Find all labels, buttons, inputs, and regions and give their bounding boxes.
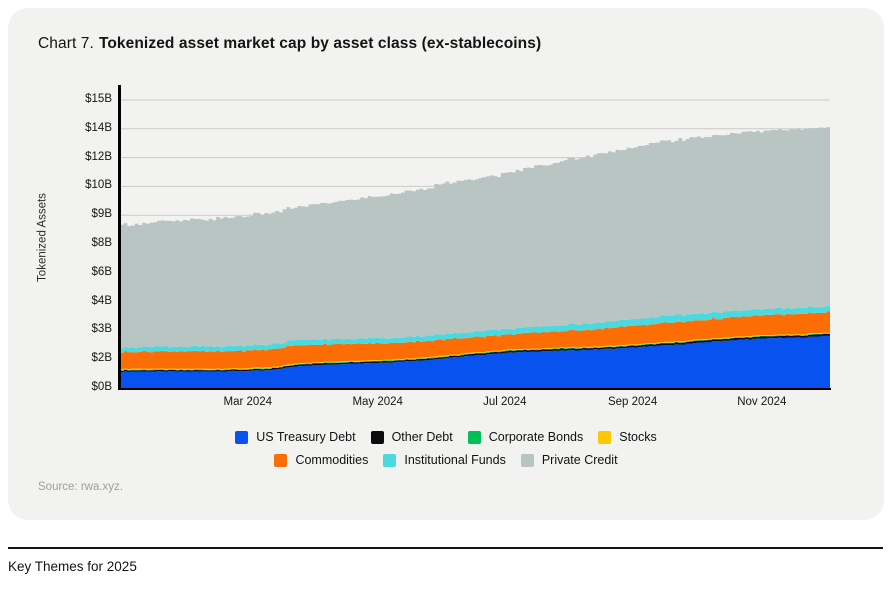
y-tick-label: $9B [91, 208, 112, 221]
legend-row: US Treasury Debt Other Debt Corporate Bond… [235, 430, 657, 444]
legend-label: Corporate Bonds [488, 430, 584, 444]
y-tick-label: $14B [85, 121, 112, 134]
y-tick-label: $10B [85, 179, 112, 192]
chart-number: Chart 7. [38, 35, 94, 52]
legend-swatch-icon [598, 430, 612, 444]
legend-label: Private Credit [541, 453, 618, 467]
plot-area [120, 99, 830, 388]
y-tick-label: $0B [91, 381, 112, 393]
legend-item-private-credit: Private Credit [520, 453, 618, 467]
legend-row: Commodities Institutional Funds Private Cr… [274, 453, 618, 467]
footer-section-title: Key Themes for 2025 [8, 559, 137, 574]
legend-item-other-debt: Other Debt [370, 430, 453, 444]
area-band-commodities [120, 311, 830, 370]
legend-swatch-icon [520, 453, 534, 467]
legend-label: Other Debt [391, 430, 453, 444]
y-tick-label: $6B [91, 265, 112, 278]
legend-swatch-icon [235, 430, 249, 444]
x-tick-label: May 2024 [352, 396, 403, 408]
x-axis-line [118, 387, 831, 390]
legend-swatch-icon [383, 453, 397, 467]
area-band-other-debt [120, 333, 830, 373]
legend-swatch-icon [467, 430, 481, 444]
legend-label: Institutional Funds [404, 453, 506, 467]
chart-legend: US Treasury Debt Other Debt Corporate Bond… [8, 430, 884, 467]
legend-item-stocks: Stocks [598, 430, 657, 444]
y-tick-label: $4B [91, 294, 112, 307]
chart-title-text: Tokenized asset market cap by asset clas… [98, 35, 542, 52]
legend-swatch-icon [274, 453, 288, 467]
legend-item-institutional-funds: Institutional Funds [383, 453, 506, 467]
chart-card: Chart 7. Tokenized asset market cap by as… [8, 8, 884, 520]
x-tick-label: Mar 2024 [223, 396, 273, 408]
chart-title: Chart 7. Tokenized asset market cap by as… [38, 35, 541, 53]
x-tick-label: Jul 2024 [483, 396, 527, 408]
legend-item-us-treasury-debt: US Treasury Debt [235, 430, 356, 444]
x-tick-label: Sep 2024 [607, 396, 658, 408]
area-band-private-credit [120, 127, 830, 349]
y-tick-label: $8B [91, 237, 112, 249]
legend-item-commodities: Commodities [274, 453, 368, 467]
legend-swatch-icon [370, 430, 384, 444]
y-tick-label: $12B [85, 150, 112, 163]
legend-label: US Treasury Debt [256, 430, 356, 444]
area-band-us-treasury-debt [120, 335, 830, 388]
x-tick-label: Nov 2024 [737, 396, 787, 408]
source-note: Source: rwa.xyz. [38, 481, 123, 493]
y-tick-label: $15B [85, 93, 112, 105]
y-tick-label: $3B [91, 323, 112, 336]
footer-divider [8, 547, 883, 549]
y-tick-label: $2B [91, 352, 112, 365]
y-axis-line [118, 85, 121, 390]
legend-label: Stocks [619, 430, 657, 444]
legend-item-corporate-bonds: Corporate Bonds [467, 430, 584, 444]
legend-label: Commodities [295, 453, 369, 467]
